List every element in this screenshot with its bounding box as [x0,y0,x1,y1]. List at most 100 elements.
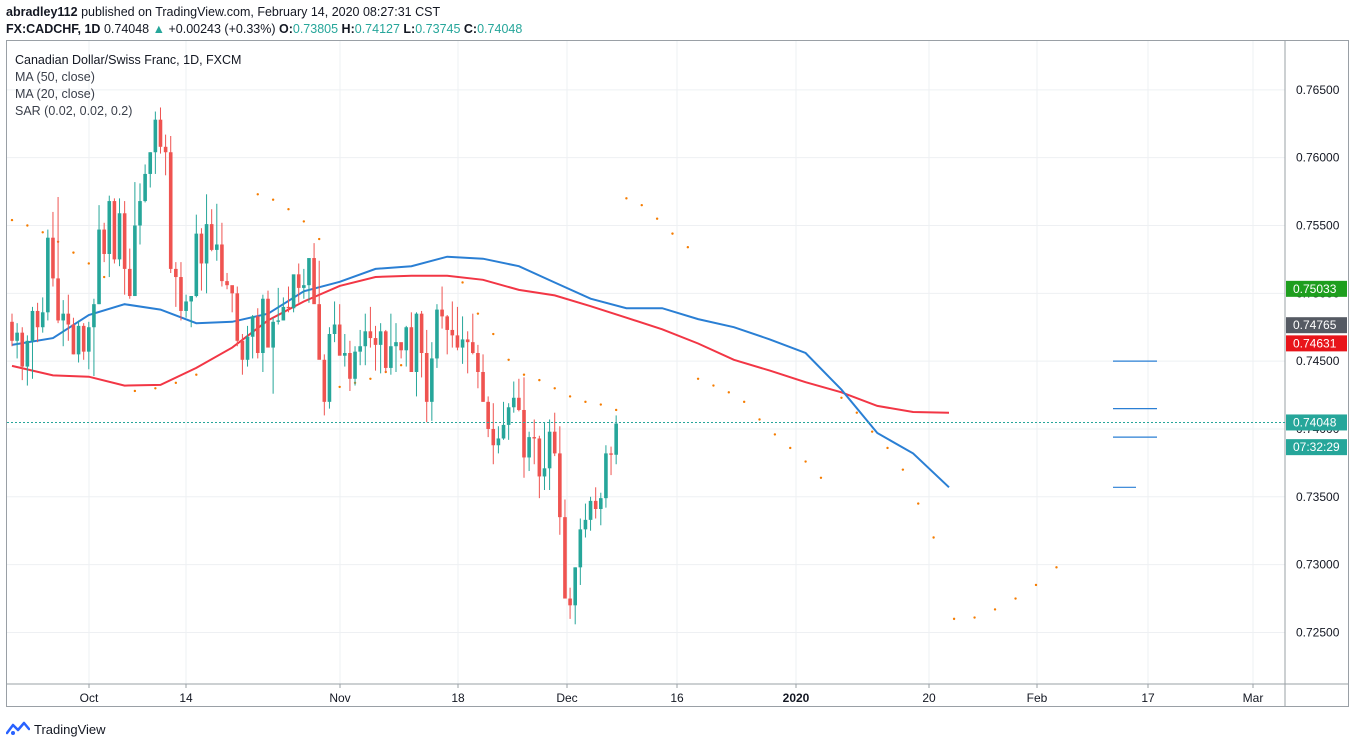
sar-dot [625,197,628,200]
legend-sar[interactable]: SAR (0.02, 0.02, 0.2) [15,104,133,118]
candle [204,194,209,294]
price-label: 0.74631 [1286,335,1347,352]
candle-body [343,353,347,356]
candle-body [419,313,424,354]
candle [56,197,60,324]
high-label: H: [341,22,355,36]
x-tick-label: 16 [670,691,684,705]
candle-body [440,309,444,317]
price-change: +0.00243 (+0.33%) [168,22,276,36]
candle [414,312,419,397]
sar-dot [568,395,572,398]
candle-body [250,316,255,337]
candle-body [394,342,398,347]
candle [112,198,117,264]
sar-dot [256,193,259,196]
sar-dot [886,446,889,450]
candle [25,335,30,386]
candle [583,503,588,538]
candle [102,222,106,263]
candle [261,294,265,372]
sar-dot [584,400,587,404]
price-label: 0.75033 [1286,280,1347,297]
legend-ma50[interactable]: MA (50, close) [15,70,95,84]
sar-dot [640,203,643,207]
candle [97,205,101,305]
candle-body [455,335,460,348]
y-tick-label: 0.74500 [1296,354,1340,368]
sar-dot [72,251,75,254]
candle-body [358,346,362,352]
candle-body [460,339,465,348]
sar-dot [338,385,341,389]
candle-body [481,371,485,402]
candle [184,294,188,318]
candle-body [138,201,142,226]
candle [337,304,342,356]
candle-body [307,258,311,286]
sar-dot [742,400,746,404]
candle-body [66,313,71,325]
candle [163,134,168,176]
candle-body [496,438,501,446]
candle-body [276,320,281,322]
candle-body [573,567,577,606]
candle-body [143,173,147,202]
price-label-bg [1286,439,1347,456]
candle-body [122,213,127,269]
candle-body [363,331,368,347]
candle-body [107,201,112,254]
chart-frame [6,40,1349,707]
candle [455,306,460,351]
candle [404,325,409,367]
y-axis-ticks: 0.765000.760000.755000.750000.745000.740… [1296,83,1340,640]
candle [573,567,577,625]
x-tick-label: 18 [451,691,465,705]
candle [522,377,526,478]
candle [409,312,414,372]
chart-legend: Canadian Dollar/Swiss Franc, 1D, FXCM MA… [15,52,241,120]
candle [532,419,537,465]
price-label-bg [1286,414,1347,431]
candle-body [302,285,306,288]
candle [419,310,424,378]
candle-body [445,316,449,330]
sar-dot [133,389,137,393]
sar-dot [855,411,858,414]
high-value: 0.74127 [354,22,400,36]
author-name[interactable]: abradley112 [6,5,78,19]
candle [373,325,378,371]
grid [7,41,1285,684]
candle-body [373,338,378,345]
candle-body [261,298,265,354]
candle-body [10,321,14,341]
candle-body [189,296,193,302]
x-tick-label: 20 [922,691,936,705]
sar-dot [993,608,997,611]
candle-body [20,332,25,367]
open-value: 0.73805 [292,22,339,36]
candle-body [435,309,439,359]
candle-body [511,397,516,408]
candle-body [194,233,199,297]
legend-ma20[interactable]: MA (20, close) [15,87,95,101]
candle-body [92,304,96,328]
sar-dot [26,224,29,227]
footer-brand[interactable]: TradingView [6,721,106,737]
candle-body [35,310,40,328]
candle-body [337,324,342,356]
candle-body [383,331,388,368]
candle [209,209,214,252]
sar-dot [461,281,464,284]
candle [266,290,270,348]
candle [578,518,583,585]
candle [593,487,598,519]
candle-body [522,409,526,458]
candle-body [15,332,19,341]
candle [81,323,86,360]
candle [343,334,347,367]
sar-dot [271,198,275,201]
candle [481,354,485,402]
sar-dot [789,446,792,450]
